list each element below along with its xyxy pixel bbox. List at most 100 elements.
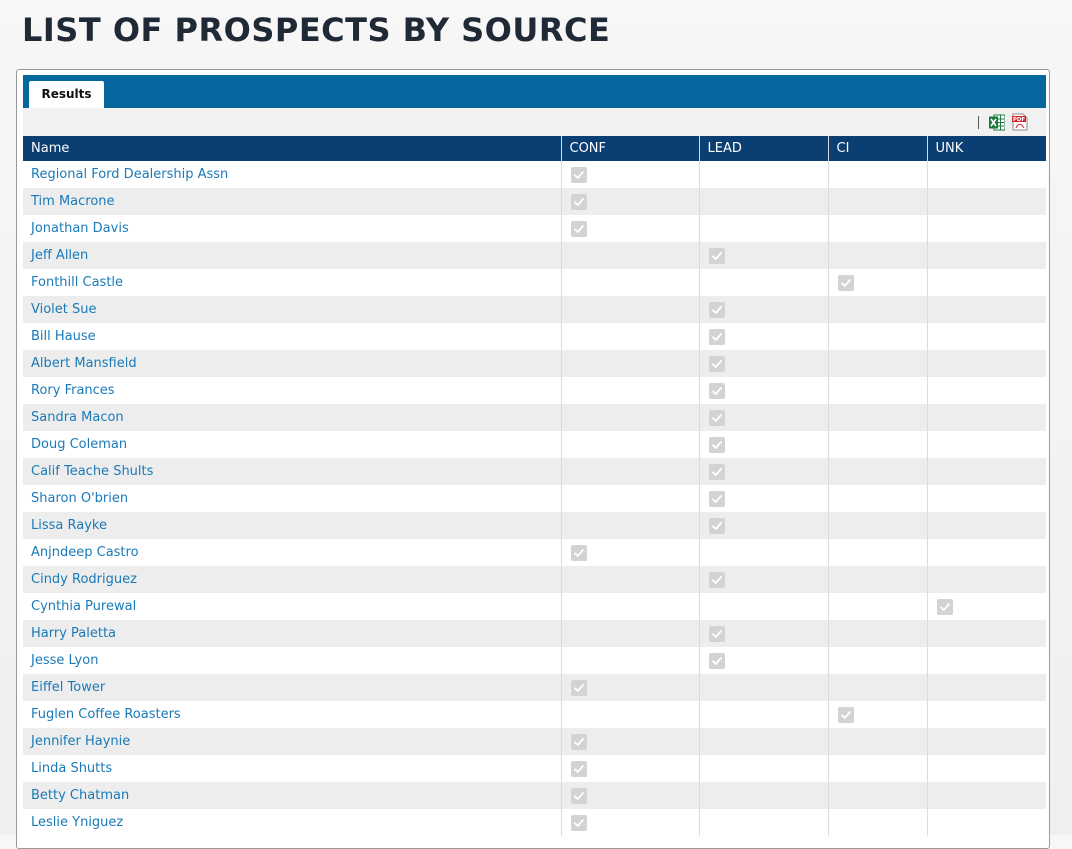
conf-cell [561,647,700,674]
name-cell: Fonthill Castle [23,269,562,296]
prospect-name-link[interactable]: Jennifer Haynie [31,734,131,749]
prospect-name-link[interactable]: Cynthia Purewal [31,599,137,614]
column-header-conf[interactable]: CONF [561,136,700,161]
unk-cell [927,674,1046,701]
tab-results[interactable]: Results [29,81,104,108]
unk-cell [927,215,1046,242]
lead-cell [699,566,829,593]
column-header-lead[interactable]: LEAD [699,136,829,161]
checked-checkbox [570,760,587,777]
prospect-name-link[interactable]: Fuglen Coffee Roasters [31,707,181,722]
prospect-name-link[interactable]: Jeff Allen [31,248,89,263]
excel-export-icon[interactable] [989,114,1006,131]
prospect-name-link[interactable]: Jonathan Davis [31,221,129,236]
table-row: Doug Coleman [23,431,1046,458]
checked-checkbox [570,787,587,804]
prospect-name-link[interactable]: Linda Shutts [31,761,113,776]
checked-checkbox [570,220,587,237]
unk-cell [927,512,1046,539]
prospect-name-link[interactable]: Lissa Rayke [31,518,107,533]
lead-cell [699,431,829,458]
name-cell: Leslie Yniguez [23,809,562,836]
table-row: Sharon O'brien [23,485,1046,512]
prospect-name-link[interactable]: Calif Teache Shults [31,464,154,479]
prospect-name-link[interactable]: Harry Paletta [31,626,117,641]
lead-cell [699,215,829,242]
prospect-name-link[interactable]: Leslie Yniguez [31,815,124,830]
prospect-name-link[interactable]: Jesse Lyon [31,653,99,668]
ci-cell [828,350,928,377]
column-header-unk[interactable]: UNK [927,136,1046,161]
ci-cell [828,647,928,674]
table-row: Cynthia Purewal [23,593,1046,620]
conf-cell [561,566,700,593]
prospect-name-link[interactable]: Sharon O'brien [31,491,129,506]
ci-cell [828,161,928,188]
name-cell: Tim Macrone [23,188,562,215]
prospect-name-link[interactable]: Regional Ford Dealership Assn [31,167,229,182]
prospect-name-link[interactable]: Bill Hause [31,329,96,344]
ci-cell [828,755,928,782]
table-row: Jeff Allen [23,242,1046,269]
checked-checkbox [570,544,587,561]
unk-cell [927,647,1046,674]
prospect-name-link[interactable]: Cindy Rodriguez [31,572,137,587]
prospect-name-link[interactable]: Doug Coleman [31,437,128,452]
table-row: Linda Shutts [23,755,1046,782]
conf-cell [561,350,700,377]
prospect-name-link[interactable]: Rory Frances [31,383,115,398]
lead-cell [699,782,829,809]
lead-cell [699,728,829,755]
checked-checkbox [708,652,725,669]
lead-cell [699,458,829,485]
prospect-name-link[interactable]: Fonthill Castle [31,275,124,290]
conf-cell [561,809,700,836]
table-row: Harry Paletta [23,620,1046,647]
name-cell: Albert Mansfield [23,350,562,377]
checked-checkbox [708,625,725,642]
unk-cell [927,755,1046,782]
name-cell: Jonathan Davis [23,215,562,242]
checked-checkbox [570,814,587,831]
toolbar-separator [978,116,979,129]
ci-cell [828,728,928,755]
column-header-ci[interactable]: CI [828,136,928,161]
ci-cell [828,458,928,485]
checked-checkbox [570,166,587,183]
prospect-name-link[interactable]: Eiffel Tower [31,680,106,695]
table-body: Regional Ford Dealership Assn Tim Macrone… [23,161,1046,836]
name-cell: Fuglen Coffee Roasters [23,701,562,728]
table-row: Tim Macrone [23,188,1046,215]
checked-checkbox [708,409,725,426]
prospect-name-link[interactable]: Albert Mansfield [31,356,137,371]
prospect-name-link[interactable]: Violet Sue [31,302,97,317]
prospect-name-link[interactable]: Betty Chatman [31,788,130,803]
checked-checkbox [708,355,725,372]
ci-cell [828,188,928,215]
lead-cell [699,809,829,836]
prospect-name-link[interactable]: Sandra Macon [31,410,124,425]
conf-cell [561,701,700,728]
unk-cell [927,620,1046,647]
pdf-export-icon[interactable]: PDF [1012,113,1028,131]
checked-checkbox [837,274,854,291]
conf-cell [561,782,700,809]
name-cell: Jesse Lyon [23,647,562,674]
conf-cell [561,620,700,647]
lead-cell [699,512,829,539]
table-header-row: Name CONF LEAD CI UNK [23,136,1046,161]
name-cell: Violet Sue [23,296,562,323]
prospect-name-link[interactable]: Tim Macrone [31,194,115,209]
conf-cell [561,323,700,350]
name-cell: Cindy Rodriguez [23,566,562,593]
column-header-name[interactable]: Name [23,136,562,161]
checked-checkbox [570,733,587,750]
unk-cell [927,701,1046,728]
ci-cell [828,674,928,701]
prospect-name-link[interactable]: Anjndeep Castro [31,545,139,560]
checked-checkbox [936,598,953,615]
conf-cell [561,269,700,296]
lead-cell [699,350,829,377]
table-row: Albert Mansfield [23,350,1046,377]
ci-cell [828,269,928,296]
